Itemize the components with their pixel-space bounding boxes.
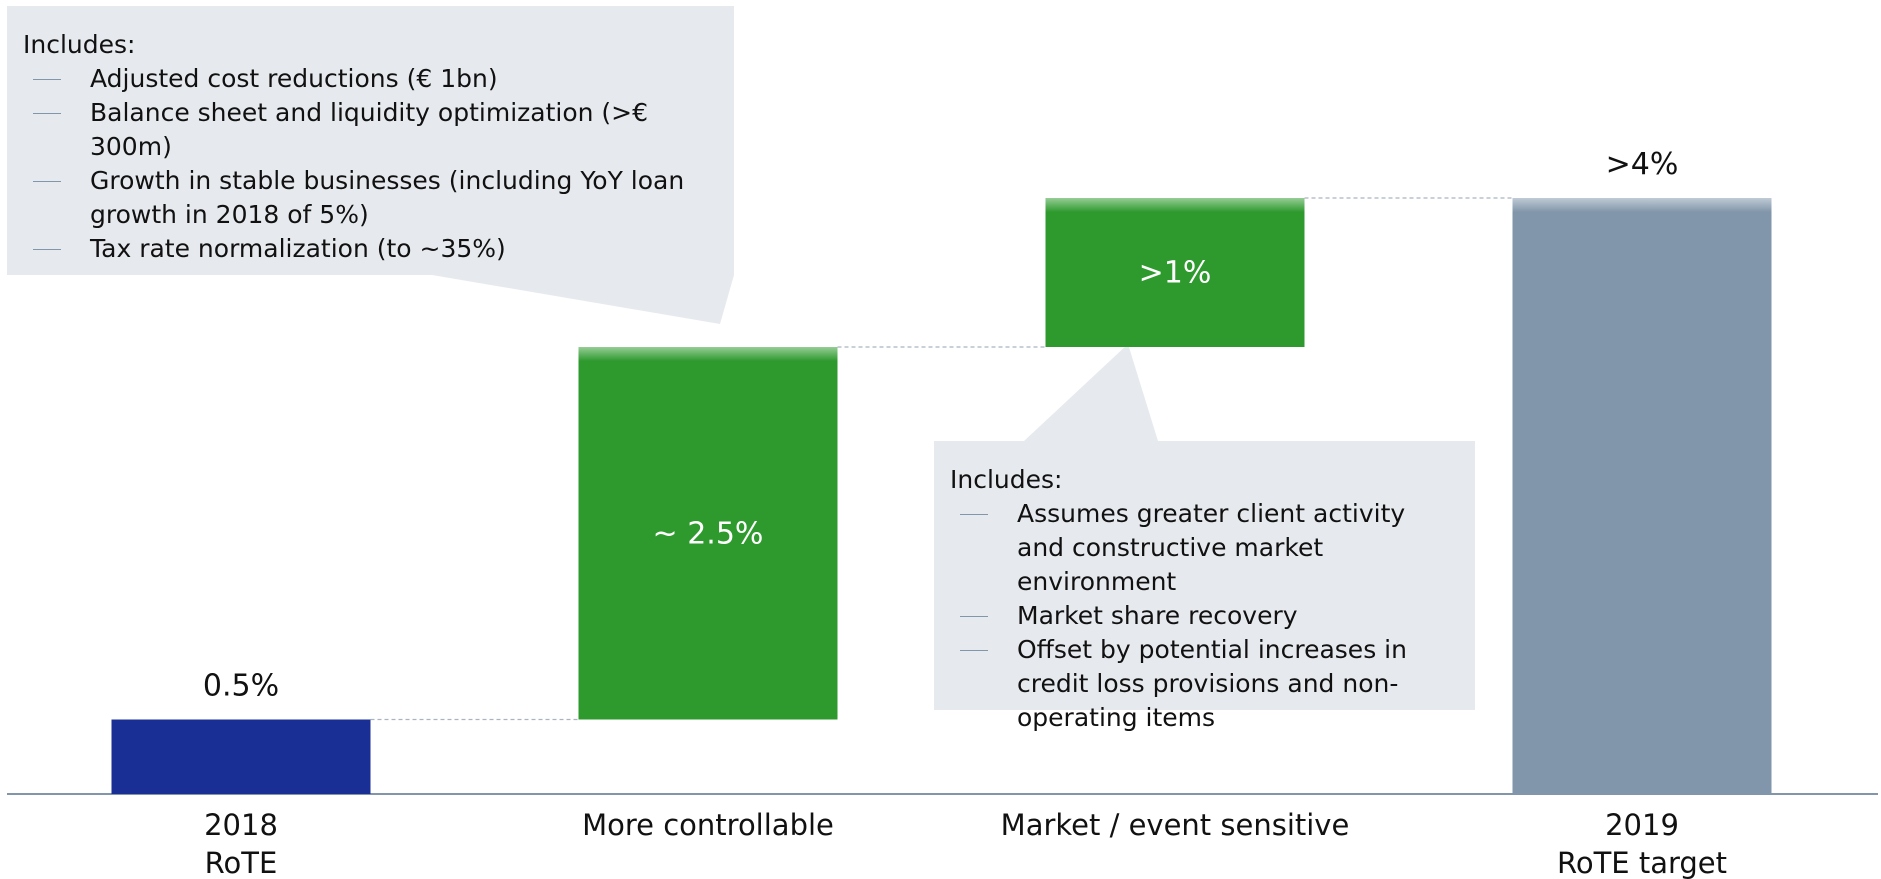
x-tick-label: Market / event sensitive bbox=[1000, 808, 1350, 842]
bar bbox=[1045, 198, 1305, 347]
callout-item: Offset by potential increases in credit … bbox=[950, 633, 1459, 735]
callout-pointer bbox=[1024, 344, 1158, 441]
callout-title: Includes: bbox=[950, 465, 1063, 494]
callout-item: Market share recovery bbox=[950, 599, 1459, 633]
bar bbox=[1512, 198, 1772, 794]
value-label: 0.5% bbox=[203, 669, 279, 704]
callout-item: Assumes greater client activity and cons… bbox=[950, 497, 1459, 599]
bar bbox=[111, 719, 371, 794]
x-tick-label: 2019 RoTE target bbox=[1556, 808, 1728, 879]
x-tick-label: More controllable bbox=[582, 808, 834, 842]
callout-pointer bbox=[432, 275, 734, 324]
callout: Includes: Adjusted cost reductions (€ 1bn… bbox=[7, 6, 734, 275]
callout-title: Includes: bbox=[23, 30, 136, 59]
value-label: ~ 2.5% bbox=[653, 516, 764, 551]
callout-item: Balance sheet and liquidity optimization… bbox=[23, 96, 718, 164]
callout: Includes: Assumes greater client activity… bbox=[934, 441, 1475, 732]
bar bbox=[578, 347, 838, 720]
callout-item: Adjusted cost reductions (€ 1bn) bbox=[23, 62, 718, 96]
bar-fade bbox=[578, 333, 838, 361]
bar-fade bbox=[1512, 184, 1772, 212]
value-label: >4% bbox=[1606, 147, 1679, 182]
callout-item: Growth in stable businesses (including Y… bbox=[23, 164, 718, 232]
value-label: >1% bbox=[1139, 256, 1212, 291]
callout-item: Tax rate normalization (to ~35%) bbox=[23, 232, 718, 266]
x-tick-label: 2018 RoTE bbox=[204, 808, 278, 879]
bar-fade bbox=[1045, 184, 1305, 212]
